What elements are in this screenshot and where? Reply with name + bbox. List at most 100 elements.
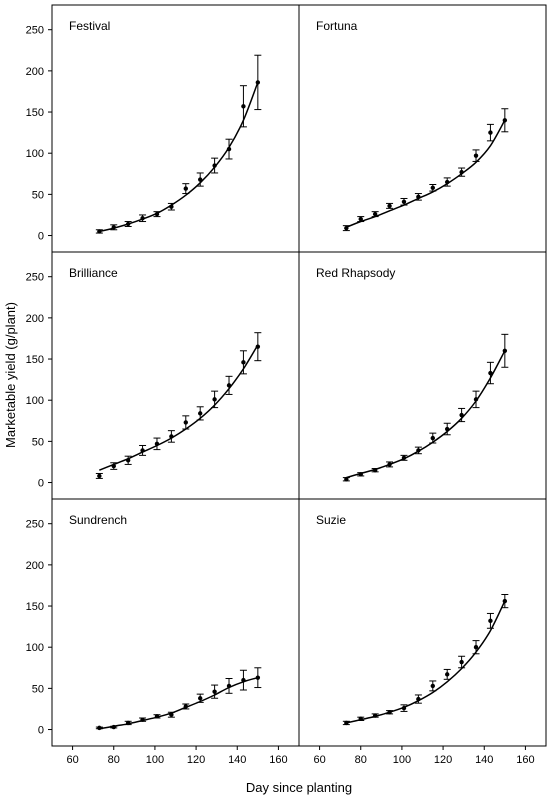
data-point: [473, 397, 479, 402]
data-point: [445, 179, 450, 185]
y-tick-label: 200: [26, 560, 44, 572]
data-point: [226, 383, 232, 388]
data-point: [430, 683, 435, 689]
data-point: [459, 412, 464, 418]
data-point: [154, 441, 160, 447]
y-tick-label: 0: [38, 231, 44, 243]
data-point: [226, 146, 232, 152]
data-point: [111, 463, 116, 469]
panel-title: Brilliance: [69, 266, 118, 280]
data-point: [430, 435, 435, 441]
fit-curve: [346, 119, 506, 228]
x-tick-label: 140: [475, 754, 493, 766]
data-point: [502, 598, 508, 604]
data-point: [416, 696, 421, 702]
panel-title: Festival: [69, 19, 110, 33]
panel-title: Red Rhapsody: [316, 266, 395, 280]
x-tick-label: 160: [269, 754, 287, 766]
data-point: [358, 716, 363, 722]
y-tick-label: 0: [38, 725, 44, 737]
data-point: [255, 344, 261, 349]
data-point: [372, 467, 378, 473]
data-point: [445, 672, 450, 677]
x-tick-label: 140: [228, 754, 246, 766]
y-tick-label: 150: [26, 601, 44, 613]
data-point: [125, 458, 131, 463]
data-point: [169, 712, 174, 717]
data-point: [372, 713, 378, 718]
panel-1: Festival 0 50 100 150 200 250: [26, 4, 300, 253]
x-tick-label: 60: [313, 754, 325, 766]
y-tick-label: 50: [32, 436, 44, 448]
panel-2: Fortuna: [298, 4, 547, 253]
fit-curve: [346, 350, 506, 479]
data-point: [140, 717, 145, 722]
data-point: [502, 348, 508, 353]
data-point: [154, 714, 160, 719]
data-point: [154, 211, 160, 217]
data-point: [473, 153, 479, 158]
data-point: [416, 194, 421, 200]
y-tick-label: 250: [26, 272, 44, 284]
panel-title: Suzie: [316, 513, 346, 527]
data-point: [198, 696, 203, 701]
data-point: [255, 675, 261, 680]
data-point: [473, 645, 479, 650]
data-point: [416, 448, 421, 453]
data-point: [459, 169, 464, 175]
panel-frame: [298, 4, 547, 253]
data-point: [226, 683, 232, 689]
data-point: [401, 705, 407, 711]
x-tick-label: 80: [355, 754, 367, 766]
panel-title: Fortuna: [316, 19, 358, 33]
data-point: [344, 477, 349, 482]
data-point: [372, 211, 378, 217]
panel-frame: [298, 498, 547, 747]
fit-curve: [99, 344, 259, 471]
x-tick-label: 160: [516, 754, 534, 766]
fit-curve: [99, 82, 259, 233]
x-axis-title: Day since planting: [246, 780, 352, 795]
data-point: [387, 710, 392, 715]
y-tick-label: 150: [26, 354, 44, 366]
panel-frame: [298, 251, 547, 500]
y-tick-label: 0: [38, 478, 44, 490]
x-tick-label: 80: [108, 754, 120, 766]
panel-frame: [51, 251, 300, 500]
data-point: [445, 426, 450, 432]
data-point: [459, 659, 464, 665]
data-point: [169, 204, 174, 209]
panel-5: Sundrench 0 50 100 150 200 250 60 80 100 120 140 160: [26, 498, 300, 766]
data-point: [344, 225, 349, 231]
data-point: [241, 104, 246, 109]
y-tick-label: 250: [26, 25, 44, 37]
data-point: [198, 177, 203, 182]
data-point: [97, 229, 102, 234]
data-point: [488, 370, 493, 376]
data-point: [97, 473, 102, 479]
data-point: [111, 225, 116, 230]
y-tick-label: 150: [26, 107, 44, 119]
panel-frame: [51, 498, 300, 747]
data-point: [212, 689, 217, 694]
data-point: [169, 434, 174, 439]
data-point: [125, 221, 131, 227]
fit-curve: [346, 600, 506, 724]
data-point: [387, 203, 392, 209]
data-point: [183, 420, 188, 425]
y-tick-label: 50: [32, 683, 44, 695]
x-tick-label: 100: [146, 754, 164, 766]
y-tick-label: 100: [26, 395, 44, 407]
panel-3: Brilliance 0 50 100 150 200 250: [26, 251, 300, 500]
panel-6: Suzie 60 80 100 120 140 160: [298, 498, 547, 766]
data-point: [198, 411, 203, 416]
data-point: [125, 720, 131, 726]
y-axis-title: Marketable yield (g/plant): [3, 302, 18, 448]
x-tick-label: 100: [393, 754, 411, 766]
data-point: [183, 704, 188, 709]
panel-frame: [51, 4, 300, 253]
data-point: [488, 618, 493, 624]
panel-title: Sundrench: [69, 513, 127, 527]
y-tick-label: 50: [32, 189, 44, 201]
